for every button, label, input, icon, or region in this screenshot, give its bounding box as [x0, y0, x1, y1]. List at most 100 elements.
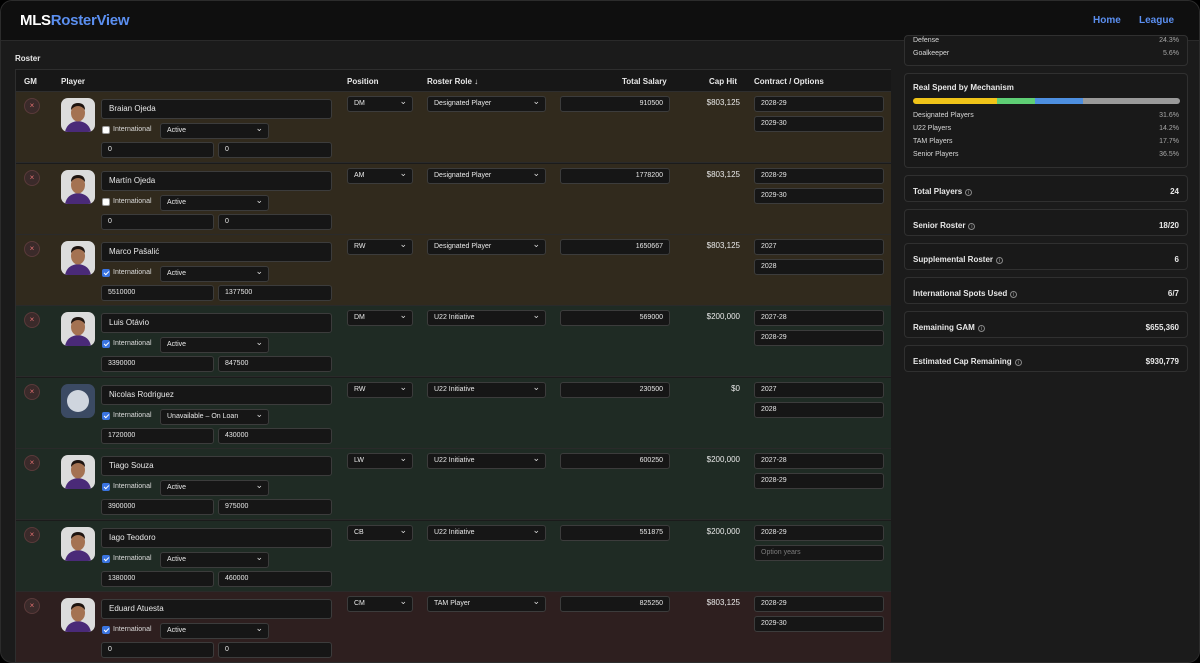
fee-input-1[interactable]: 3900000	[101, 499, 214, 515]
remove-player-button[interactable]: ×	[24, 170, 40, 186]
fee-input-2[interactable]: 975000	[218, 499, 332, 515]
position-select[interactable]: CB	[347, 525, 413, 541]
position-select[interactable]: RW	[347, 382, 413, 398]
position-select[interactable]: DM	[347, 96, 413, 112]
nav-league-link[interactable]: League	[1139, 15, 1175, 26]
status-select[interactable]: Active	[160, 266, 269, 282]
contract-end-input[interactable]: 2027	[754, 239, 884, 255]
remove-player-button[interactable]: ×	[24, 527, 40, 543]
nav-home-link[interactable]: Home	[1093, 15, 1121, 26]
contract-end-input[interactable]: 2027-28	[754, 453, 884, 469]
player-name-input[interactable]: Tiago Souza	[101, 456, 332, 476]
option-years-input[interactable]: 2028	[754, 402, 884, 418]
spend-title: Real Spend by Mechanism	[913, 83, 1014, 92]
position-select[interactable]: RW	[347, 239, 413, 255]
roster-role-select[interactable]: Designated Player	[427, 239, 546, 255]
info-icon[interactable]: i	[996, 257, 1004, 264]
total-salary-input[interactable]: 1778200	[560, 168, 670, 184]
app-logo[interactable]: MLSRosterView	[20, 12, 130, 29]
total-salary-input[interactable]: 230500	[560, 382, 670, 398]
fee-input-1[interactable]: 0	[101, 642, 214, 658]
player-name-input[interactable]: Nicolas Rodriguez	[101, 385, 332, 405]
status-select[interactable]: Active	[160, 195, 269, 211]
international-checkbox[interactable]	[102, 555, 110, 563]
info-icon[interactable]: i	[1014, 359, 1022, 366]
contract-end-input[interactable]: 2028-29	[754, 525, 884, 541]
roster-role-select[interactable]: Designated Player	[427, 168, 546, 184]
option-years-input[interactable]: 2028-29	[754, 473, 884, 489]
option-years-input[interactable]: 2028	[754, 259, 884, 275]
contract-end-input[interactable]: 2027-28	[754, 310, 884, 326]
remove-player-button[interactable]: ×	[24, 384, 40, 400]
fee-input-2[interactable]: 0	[218, 214, 332, 230]
total-salary-input[interactable]: 910500	[560, 96, 670, 112]
roster-role-select[interactable]: U22 Initiative	[427, 382, 546, 398]
player-name-input[interactable]: Braian Ojeda	[101, 99, 332, 119]
player-name-input[interactable]: Eduard Atuesta	[101, 599, 332, 619]
total-salary-input[interactable]: 551875	[560, 525, 670, 541]
fee-input-2[interactable]: 460000	[218, 571, 332, 587]
info-icon[interactable]: i	[965, 189, 973, 196]
contract-end-input[interactable]: 2028-29	[754, 168, 884, 184]
position-select[interactable]: LW	[347, 453, 413, 469]
status-select[interactable]: Unavailable – On Loan	[160, 409, 269, 425]
player-name-input[interactable]: Luis Otávio	[101, 313, 332, 333]
fee-input-2[interactable]: 0	[218, 642, 332, 658]
position-select[interactable]: AM	[347, 168, 413, 184]
fee-input-1[interactable]: 1720000	[101, 428, 214, 444]
fee-input-1[interactable]: 5510000	[101, 285, 214, 301]
contract-end-input[interactable]: 2027	[754, 382, 884, 398]
info-icon[interactable]: i	[968, 223, 976, 230]
info-icon[interactable]: i	[1010, 291, 1018, 298]
fee-input-2[interactable]: 1377500	[218, 285, 332, 301]
option-years-input[interactable]: 2028-29	[754, 330, 884, 346]
fee-input-2[interactable]: 847500	[218, 356, 332, 372]
player-name-input[interactable]: Iago Teodoro	[101, 528, 332, 548]
position-select[interactable]: DM	[347, 310, 413, 326]
status-select[interactable]: Active	[160, 123, 269, 139]
roster-role-select[interactable]: U22 Initiative	[427, 525, 546, 541]
remove-player-button[interactable]: ×	[24, 455, 40, 471]
status-select[interactable]: Active	[160, 623, 269, 639]
option-years-input[interactable]: 2029-30	[754, 116, 884, 132]
remove-player-button[interactable]: ×	[24, 241, 40, 257]
col-roster-role[interactable]: Roster Role ↓	[427, 77, 479, 86]
status-select[interactable]: Active	[160, 337, 269, 353]
international-checkbox[interactable]	[102, 626, 110, 634]
total-salary-input[interactable]: 569000	[560, 310, 670, 326]
contract-end-input[interactable]: 2028-29	[754, 596, 884, 612]
fee-input-1[interactable]: 0	[101, 142, 214, 158]
option-years-input[interactable]: 2029-30	[754, 188, 884, 204]
status-select[interactable]: Active	[160, 480, 269, 496]
international-checkbox[interactable]	[102, 126, 110, 134]
player-name-input[interactable]: Marco Pašalić	[101, 242, 332, 262]
international-checkbox[interactable]	[102, 340, 110, 348]
option-years-input[interactable]: Option years	[754, 545, 884, 561]
roster-role-select[interactable]: U22 Initiative	[427, 453, 546, 469]
international-checkbox[interactable]	[102, 269, 110, 277]
fee-input-1[interactable]: 0	[101, 214, 214, 230]
remove-player-button[interactable]: ×	[24, 98, 40, 114]
fee-input-1[interactable]: 1380000	[101, 571, 214, 587]
option-years-input[interactable]: 2029-30	[754, 616, 884, 632]
player-name-input[interactable]: Martín Ojeda	[101, 171, 332, 191]
roster-role-select[interactable]: Designated Player	[427, 96, 546, 112]
total-salary-input[interactable]: 600250	[560, 453, 670, 469]
contract-end-input[interactable]: 2028-29	[754, 96, 884, 112]
info-icon[interactable]: i	[977, 325, 985, 332]
fee-input-2[interactable]: 430000	[218, 428, 332, 444]
fee-input-1[interactable]: 3390000	[101, 356, 214, 372]
international-checkbox[interactable]	[102, 412, 110, 420]
status-select[interactable]: Active	[160, 552, 269, 568]
position-select[interactable]: CM	[347, 596, 413, 612]
remove-player-button[interactable]: ×	[24, 312, 40, 328]
total-salary-input[interactable]: 825250	[560, 596, 670, 612]
international-checkbox[interactable]	[102, 483, 110, 491]
international-checkbox[interactable]	[102, 198, 110, 206]
remove-player-button[interactable]: ×	[24, 598, 40, 614]
total-salary-input[interactable]: 1650667	[560, 239, 670, 255]
fee-input-2[interactable]: 0	[218, 142, 332, 158]
roster-role-select[interactable]: U22 Initiative	[427, 310, 546, 326]
roster-role-select[interactable]: TAM Player	[427, 596, 546, 612]
stat-label: International Spots Used i	[913, 289, 1018, 298]
